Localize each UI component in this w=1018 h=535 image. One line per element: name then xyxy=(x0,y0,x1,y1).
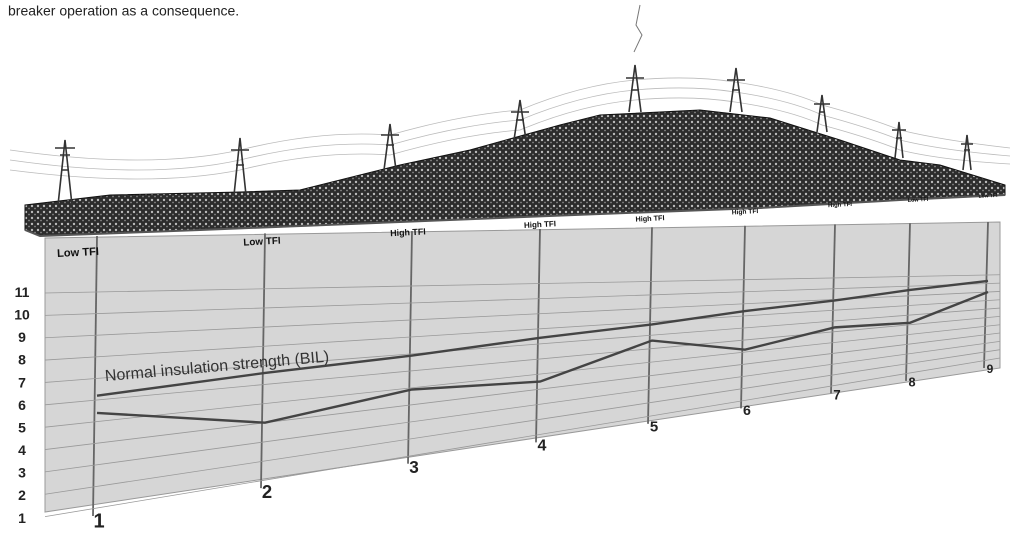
x-tick-label: 2 xyxy=(262,481,272,502)
y-tick-label: 6 xyxy=(18,397,26,413)
x-tick-label: 3 xyxy=(409,457,419,477)
y-tick-label: 3 xyxy=(18,465,26,481)
tfi-label: High TFI xyxy=(524,219,556,230)
x-tick-label: 8 xyxy=(908,376,915,390)
y-tick-label: 9 xyxy=(18,329,26,345)
y-tick-label: 11 xyxy=(15,284,30,300)
tfi-label: High TFI xyxy=(635,213,664,224)
tfi-label: High TFI xyxy=(390,226,426,238)
tfi-label: High TFI xyxy=(828,202,853,209)
y-tick-label: 5 xyxy=(18,419,26,435)
illustration xyxy=(10,5,1010,512)
y-tick-label: 10 xyxy=(14,307,30,323)
y-tick-label: 8 xyxy=(18,352,26,368)
x-tick-label: 5 xyxy=(650,418,658,435)
tfi-label: Low TFI xyxy=(908,197,929,204)
x-tick-label: 4 xyxy=(538,437,547,455)
tfi-label: High TFI xyxy=(732,208,759,216)
x-tick-label: 6 xyxy=(743,403,751,419)
tfi-label: Low TFI xyxy=(243,236,281,249)
x-tick-label: 9 xyxy=(987,362,994,376)
x-tick-label: 7 xyxy=(833,388,840,403)
y-tick-label: 7 xyxy=(18,374,26,390)
x-tick-label: 1 xyxy=(93,510,104,530)
caption: breaker operation as a consequence. xyxy=(8,3,239,19)
y-tick-label: 1 xyxy=(18,510,26,526)
y-tick-label: 2 xyxy=(18,487,26,503)
chart: breaker operation as a consequence. 1 2 3 4… xyxy=(0,0,1018,530)
tfi-label: Low TFI xyxy=(978,193,998,200)
tfi-label: Low TFI xyxy=(57,246,100,260)
y-tick-label: 4 xyxy=(18,442,26,458)
